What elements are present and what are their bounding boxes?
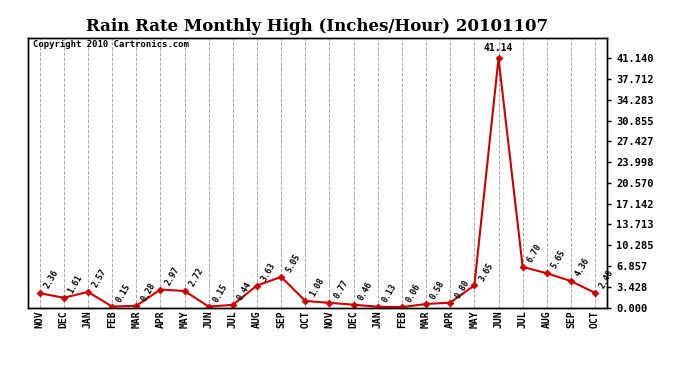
Text: 0.06: 0.06	[405, 282, 422, 304]
Text: 2.97: 2.97	[164, 265, 181, 287]
Text: 0.44: 0.44	[236, 280, 253, 302]
Text: 3.63: 3.63	[260, 261, 277, 283]
Text: 5.65: 5.65	[550, 249, 567, 270]
Text: 2.72: 2.72	[188, 266, 205, 288]
Text: 0.13: 0.13	[381, 282, 398, 304]
Text: 2.40: 2.40	[598, 268, 615, 290]
Text: 0.58: 0.58	[429, 279, 446, 301]
Text: 6.70: 6.70	[526, 242, 543, 264]
Text: 5.05: 5.05	[284, 252, 302, 274]
Text: 2.36: 2.36	[43, 268, 60, 290]
Text: 2.57: 2.57	[91, 267, 108, 289]
Text: 4.36: 4.36	[574, 256, 591, 278]
Text: 1.08: 1.08	[308, 276, 326, 298]
Text: 0.15: 0.15	[212, 282, 229, 304]
Text: 0.46: 0.46	[357, 280, 374, 302]
Text: 0.77: 0.77	[333, 278, 350, 300]
Text: 41.14: 41.14	[484, 43, 513, 53]
Text: 0.28: 0.28	[139, 281, 157, 303]
Text: Copyright 2010 Cartronics.com: Copyright 2010 Cartronics.com	[33, 40, 189, 49]
Text: 3.65: 3.65	[477, 261, 495, 283]
Text: 1.61: 1.61	[67, 273, 84, 295]
Title: Rain Rate Monthly High (Inches/Hour) 20101107: Rain Rate Monthly High (Inches/Hour) 201…	[86, 18, 549, 34]
Text: 0.15: 0.15	[115, 282, 132, 304]
Text: 0.80: 0.80	[453, 278, 471, 300]
